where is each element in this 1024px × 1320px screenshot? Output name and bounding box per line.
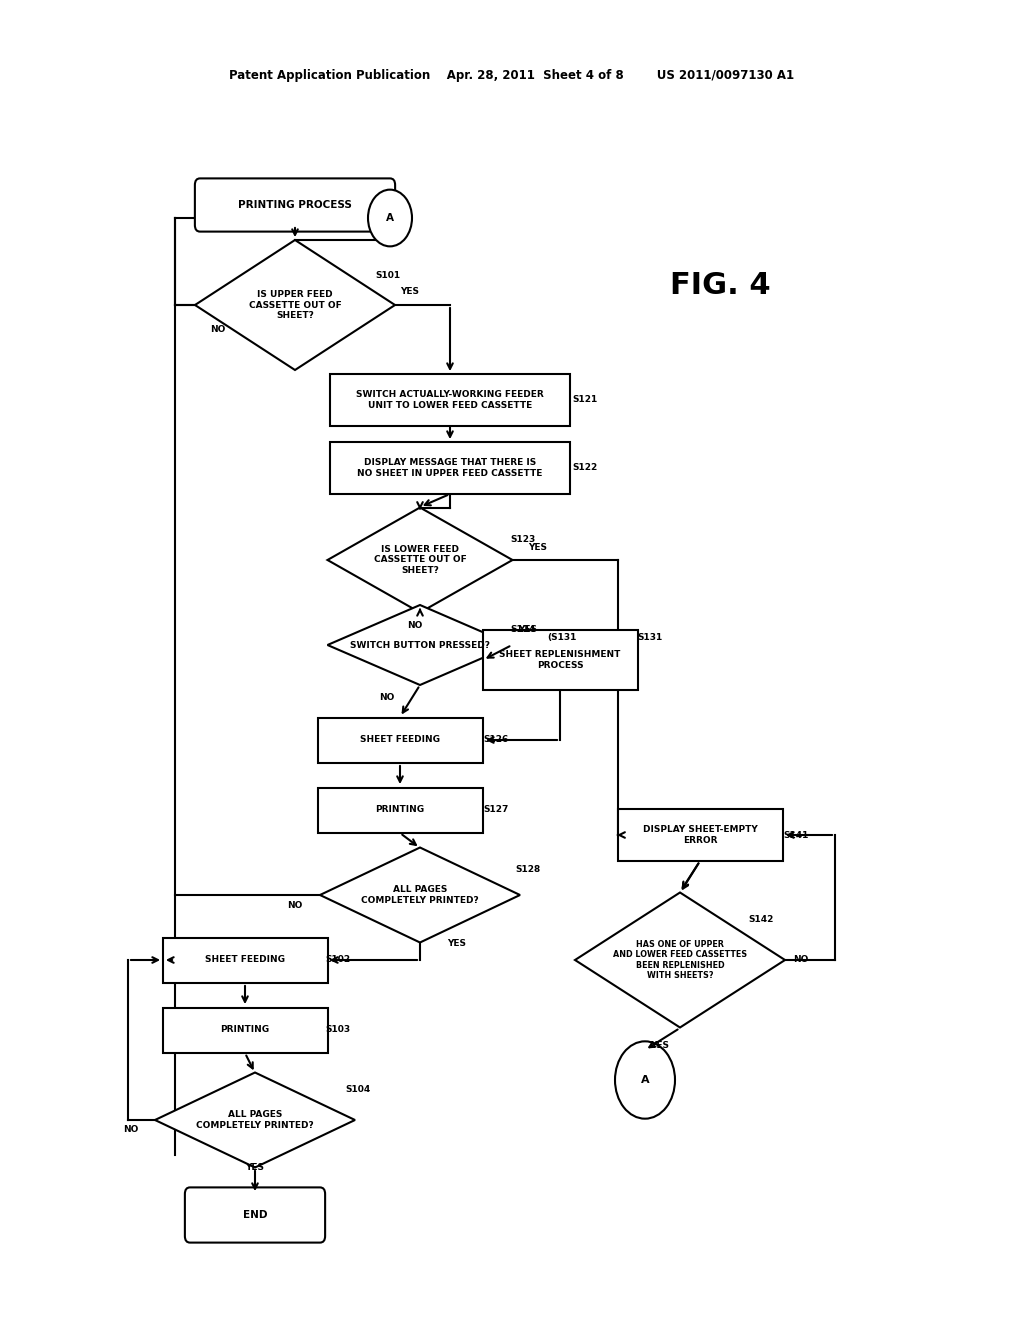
Text: YES: YES bbox=[447, 939, 466, 948]
Polygon shape bbox=[575, 892, 785, 1027]
Text: S142: S142 bbox=[748, 916, 773, 924]
Text: NO: NO bbox=[287, 900, 302, 909]
Text: PRINTING: PRINTING bbox=[376, 805, 425, 814]
Polygon shape bbox=[195, 240, 395, 370]
Text: NO: NO bbox=[793, 956, 808, 965]
FancyBboxPatch shape bbox=[317, 718, 482, 763]
Text: S104: S104 bbox=[345, 1085, 371, 1094]
Text: A: A bbox=[641, 1074, 649, 1085]
Text: S141: S141 bbox=[783, 830, 808, 840]
Circle shape bbox=[368, 190, 412, 247]
Text: A: A bbox=[386, 213, 394, 223]
FancyBboxPatch shape bbox=[330, 442, 570, 494]
Text: YES: YES bbox=[528, 543, 547, 552]
FancyBboxPatch shape bbox=[317, 788, 482, 833]
Polygon shape bbox=[155, 1072, 355, 1167]
Text: YES: YES bbox=[400, 288, 420, 297]
Text: NO: NO bbox=[123, 1126, 138, 1134]
Text: DISPLAY MESSAGE THAT THERE IS
NO SHEET IN UPPER FEED CASSETTE: DISPLAY MESSAGE THAT THERE IS NO SHEET I… bbox=[357, 458, 543, 478]
Text: PRINTING: PRINTING bbox=[220, 1026, 269, 1035]
Text: PRINTING PROCESS: PRINTING PROCESS bbox=[238, 201, 352, 210]
Text: HAS ONE OF UPPER
AND LOWER FEED CASSETTES
BEEN REPLENISHED
WITH SHEETS?: HAS ONE OF UPPER AND LOWER FEED CASSETTE… bbox=[613, 940, 748, 979]
Text: SWITCH BUTTON PRESSED?: SWITCH BUTTON PRESSED? bbox=[350, 640, 490, 649]
Text: FIG. 4: FIG. 4 bbox=[670, 271, 770, 300]
FancyBboxPatch shape bbox=[163, 937, 328, 982]
FancyBboxPatch shape bbox=[185, 1188, 326, 1242]
FancyBboxPatch shape bbox=[163, 1007, 328, 1052]
Text: SHEET FEEDING: SHEET FEEDING bbox=[360, 735, 440, 744]
Text: IS UPPER FEED
CASSETTE OUT OF
SHEET?: IS UPPER FEED CASSETTE OUT OF SHEET? bbox=[249, 290, 341, 319]
Text: S127: S127 bbox=[483, 805, 508, 814]
Text: S128: S128 bbox=[515, 866, 541, 875]
Text: (S131: (S131 bbox=[547, 634, 577, 643]
Text: NO: NO bbox=[210, 326, 225, 334]
Text: ALL PAGES
COMPLETELY PRINTED?: ALL PAGES COMPLETELY PRINTED? bbox=[361, 886, 479, 904]
Text: YES: YES bbox=[246, 1163, 264, 1172]
Text: YES: YES bbox=[518, 626, 537, 635]
Text: SHEET REPLENISHMENT
PROCESS: SHEET REPLENISHMENT PROCESS bbox=[500, 651, 621, 669]
FancyBboxPatch shape bbox=[617, 809, 782, 861]
Text: NO: NO bbox=[407, 620, 422, 630]
Text: S122: S122 bbox=[572, 463, 597, 473]
Text: ALL PAGES
COMPLETELY PRINTED?: ALL PAGES COMPLETELY PRINTED? bbox=[197, 1110, 314, 1130]
Text: S101: S101 bbox=[375, 271, 400, 280]
Text: Patent Application Publication    Apr. 28, 2011  Sheet 4 of 8        US 2011/009: Patent Application Publication Apr. 28, … bbox=[229, 69, 795, 82]
Text: S121: S121 bbox=[572, 396, 597, 404]
Text: DISPLAY SHEET-EMPTY
ERROR: DISPLAY SHEET-EMPTY ERROR bbox=[643, 825, 758, 845]
FancyBboxPatch shape bbox=[482, 630, 638, 690]
Polygon shape bbox=[328, 507, 512, 612]
Text: NO: NO bbox=[380, 693, 395, 702]
Text: END: END bbox=[243, 1210, 267, 1220]
Text: IS LOWER FEED
CASSETTE OUT OF
SHEET?: IS LOWER FEED CASSETTE OUT OF SHEET? bbox=[374, 545, 466, 576]
Circle shape bbox=[615, 1041, 675, 1118]
Text: S131: S131 bbox=[637, 632, 663, 642]
Text: S123: S123 bbox=[510, 536, 536, 544]
Text: S103: S103 bbox=[325, 1026, 350, 1035]
FancyBboxPatch shape bbox=[195, 178, 395, 231]
Text: S124: S124 bbox=[510, 626, 536, 635]
FancyBboxPatch shape bbox=[330, 374, 570, 426]
Text: S102: S102 bbox=[325, 956, 350, 965]
Text: S126: S126 bbox=[483, 735, 508, 744]
Polygon shape bbox=[319, 847, 520, 942]
Text: SWITCH ACTUALLY-WORKING FEEDER
UNIT TO LOWER FEED CASSETTE: SWITCH ACTUALLY-WORKING FEEDER UNIT TO L… bbox=[356, 391, 544, 409]
Text: SHEET FEEDING: SHEET FEEDING bbox=[205, 956, 285, 965]
Text: YES: YES bbox=[650, 1040, 670, 1049]
Polygon shape bbox=[328, 605, 512, 685]
